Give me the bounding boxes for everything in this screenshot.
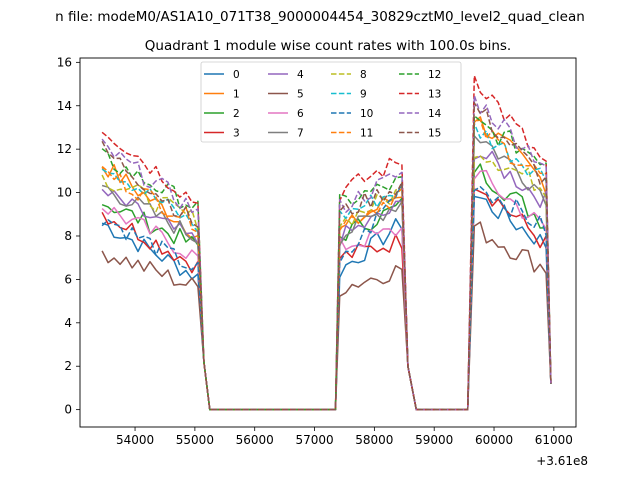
plot-lines <box>101 74 552 411</box>
series-line-14 <box>101 94 552 411</box>
series-line-8 <box>101 155 552 411</box>
y-tick-label: 14 <box>57 99 72 113</box>
legend-label-5: 5 <box>297 89 304 101</box>
legend-label-11: 11 <box>360 128 373 140</box>
series-line-5 <box>101 221 552 411</box>
series-line-7 <box>101 135 552 411</box>
legend-label-7: 7 <box>297 128 304 140</box>
x-tick-label: 55000 <box>176 433 214 447</box>
legend-label-12: 12 <box>428 69 441 81</box>
legend-label-14: 14 <box>428 108 442 120</box>
legend-label-8: 8 <box>360 69 367 81</box>
y-tick-label: 16 <box>57 55 72 69</box>
axes-ticks: 54000 55000 56000 57000 58000 59000 60000 61000… <box>57 55 573 447</box>
x-tick-label: 56000 <box>236 433 274 447</box>
legend-label-1: 1 <box>233 89 240 101</box>
series-line-4 <box>101 150 552 411</box>
axes-frame <box>79 57 577 428</box>
legend-label-15: 15 <box>428 128 441 140</box>
legend-label-13: 13 <box>428 89 441 101</box>
y-tick-label: 8 <box>64 229 72 243</box>
legend-label-10: 10 <box>360 108 373 120</box>
y-tick-label: 0 <box>64 403 72 417</box>
legend-label-4: 4 <box>297 69 304 81</box>
legend-label-9: 9 <box>360 89 367 101</box>
figure-suptitle: n file: modeM0/AS1A10_071T38_9000004454_… <box>55 9 585 25</box>
series-line-15 <box>101 101 552 411</box>
series-line-12 <box>101 115 552 411</box>
legend-label-3: 3 <box>233 128 240 140</box>
series-line-11 <box>101 119 552 411</box>
x-tick-label: 60000 <box>475 433 513 447</box>
series-line-9 <box>101 122 552 411</box>
legend-box <box>200 61 462 143</box>
x-offset-label: +3.61e8 <box>536 454 588 468</box>
series-line-6 <box>101 169 552 411</box>
x-tick-label: 57000 <box>295 433 333 447</box>
x-tick-label: 54000 <box>116 433 154 447</box>
chart-title: Quadrant 1 module wise count rates with … <box>145 38 511 54</box>
legend-label-0: 0 <box>233 69 240 81</box>
y-tick-label: 10 <box>57 186 72 200</box>
x-tick-label: 59000 <box>415 433 453 447</box>
y-tick-label: 4 <box>64 316 72 330</box>
x-tick-label: 58000 <box>355 433 393 447</box>
series-line-10 <box>101 182 552 411</box>
x-tick-label: 61000 <box>535 433 573 447</box>
legend-label-2: 2 <box>233 108 240 120</box>
y-tick-label: 2 <box>64 359 72 373</box>
y-tick-label: 6 <box>64 272 72 286</box>
series-line-13 <box>101 74 552 411</box>
y-tick-label: 12 <box>57 142 72 156</box>
legend-label-6: 6 <box>297 108 304 120</box>
